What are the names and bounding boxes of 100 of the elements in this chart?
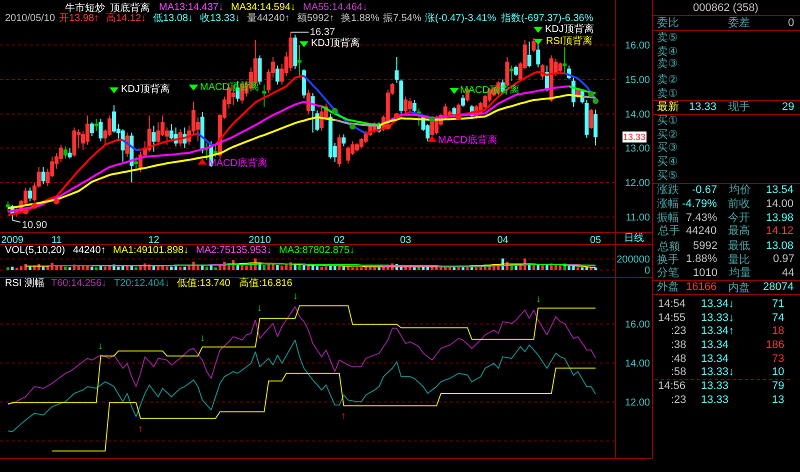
point <box>22 208 29 214</box>
text: 79 <box>772 380 784 392</box>
text: 13.34 <box>701 353 729 365</box>
point <box>384 123 391 130</box>
bar <box>276 265 279 270</box>
point <box>350 123 356 130</box>
text: 卖⑤ <box>657 31 678 44</box>
annotation: 高值:16.816 <box>239 277 293 289</box>
line-series <box>7 340 596 432</box>
text: 14:56 <box>658 380 686 392</box>
text: -4.79% <box>682 198 718 210</box>
bar <box>166 266 168 270</box>
text: 13.33 <box>701 380 729 392</box>
text: 卖③ <box>657 57 678 70</box>
text: 涨幅 <box>657 198 679 210</box>
annotation: 换1.88% <box>341 12 380 24</box>
candlestick <box>310 92 315 134</box>
annotation: ↓ <box>293 291 298 302</box>
text: 今开 <box>728 212 750 224</box>
annotation: RSI顶背离 <box>546 35 593 47</box>
text: 13.33 <box>623 132 646 142</box>
text: 振幅 <box>657 212 679 224</box>
annotation: MA3:87802.875↓ <box>279 245 355 256</box>
y-tick-label: 15.00 <box>624 74 650 86</box>
candlestick <box>41 166 46 185</box>
x-tick-label: 12 <box>148 235 160 246</box>
point <box>31 202 38 209</box>
text: 14:54 <box>658 298 686 310</box>
point <box>54 198 60 204</box>
text: 均量 <box>728 267 751 279</box>
candlestick <box>293 34 298 70</box>
annotation: 低值:13.740 <box>177 278 231 289</box>
bar <box>280 266 284 270</box>
text: 71 <box>772 298 784 310</box>
text: 29 <box>782 101 794 113</box>
text: -0.67 <box>692 184 718 196</box>
text: :48 <box>671 353 686 365</box>
annotation: 开13.98↑ <box>59 13 100 24</box>
text: 买② <box>657 129 678 141</box>
bar <box>316 266 319 270</box>
bar <box>272 264 274 270</box>
bar <box>42 266 45 270</box>
candlestick <box>258 54 262 86</box>
point <box>429 116 436 122</box>
bar <box>64 266 67 270</box>
text: 内盘 <box>728 281 750 294</box>
text: 13.34↓ <box>701 298 734 310</box>
text: 13.33 <box>701 394 729 406</box>
text: 0.97 <box>773 253 794 265</box>
text: 涨跌 <box>657 184 679 196</box>
bar <box>558 265 562 270</box>
text: 74 <box>772 312 784 324</box>
text: 外盘 <box>657 281 679 293</box>
text: 5992 <box>693 240 718 252</box>
annotation: 顶底背离 <box>110 2 150 14</box>
candlestick <box>152 125 156 152</box>
annotation: KDJ顶背离 <box>545 23 594 35</box>
candlestick <box>589 108 594 130</box>
text: 44240 <box>686 225 717 237</box>
text: 换手 <box>657 253 679 266</box>
text: 28074 <box>763 281 794 293</box>
annotation: 涨(-0.47)-3.41% <box>425 12 496 24</box>
text: 10 <box>772 366 784 378</box>
text: 前收 <box>728 198 750 210</box>
text: 总手 <box>657 224 680 237</box>
text: 均价 <box>728 184 751 196</box>
candlestick <box>536 42 540 68</box>
text: 13.08 <box>766 240 794 252</box>
text: 13.34 <box>701 339 729 351</box>
text: 13.54 <box>766 184 794 196</box>
candlestick <box>214 144 218 158</box>
text: 13.33↓ <box>701 366 734 378</box>
candlestick <box>298 44 302 78</box>
annotation: ↓ <box>536 294 541 305</box>
bar <box>541 265 544 270</box>
text: 委差 <box>728 16 750 29</box>
candlestick <box>346 146 350 164</box>
candlestick <box>532 38 536 52</box>
y-tick-label: 11.00 <box>626 212 650 224</box>
text: :38 <box>671 339 686 351</box>
bar <box>236 265 240 270</box>
text: 量比 <box>728 253 750 266</box>
candlestick <box>134 156 138 170</box>
text: 1.88% <box>686 253 718 265</box>
bar <box>342 266 346 270</box>
annotation: 2010/05/10 <box>5 13 56 24</box>
candlestick <box>562 46 567 75</box>
bar <box>178 266 182 270</box>
bar <box>262 265 266 270</box>
candlestick <box>63 146 68 159</box>
bar <box>594 268 597 270</box>
y-tick-label: 200000 <box>616 254 650 266</box>
annotation: KDJ顶背离 <box>311 37 360 49</box>
x-tick-label: 03 <box>400 235 412 246</box>
text: 1010 <box>693 267 718 279</box>
candlestick <box>594 109 598 146</box>
bar <box>170 266 173 270</box>
text: :58 <box>671 366 686 378</box>
annotation: 44240↑ <box>73 245 106 256</box>
point <box>332 108 338 114</box>
